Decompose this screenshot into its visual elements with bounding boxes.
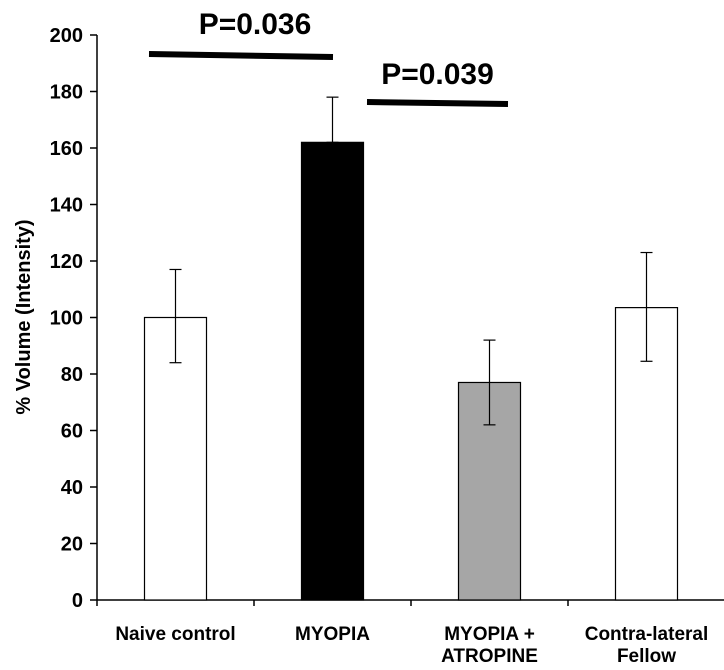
y-tick-label: 60 bbox=[61, 421, 83, 443]
bars bbox=[143, 141, 679, 601]
p-value-label: P=0.039 bbox=[381, 58, 494, 91]
significance-annotations: P=0.036 P=0.039 bbox=[148, 8, 509, 107]
significance-bar bbox=[366, 99, 509, 107]
p-value-label: P=0.036 bbox=[199, 8, 312, 41]
y-tick-label: 160 bbox=[50, 138, 83, 160]
significance-bar bbox=[148, 51, 334, 60]
x-category-label: Contra-lateral bbox=[585, 624, 709, 645]
x-axis: Naive control MYOPIA MYOPIA +ATROPINE Contr… bbox=[96, 599, 724, 667]
y-axis-title: % Volume (Intensity) bbox=[13, 219, 35, 414]
y-tick-label: 120 bbox=[50, 251, 83, 273]
y-tick-label: 100 bbox=[50, 308, 83, 330]
x-category-label: MYOPIA + bbox=[444, 624, 535, 645]
x-category-label: ATROPINE bbox=[441, 646, 538, 667]
y-tick-label: 140 bbox=[50, 195, 83, 217]
x-category-label: MYOPIA bbox=[295, 624, 370, 645]
x-category-label: Fellow bbox=[617, 646, 676, 667]
y-tick-label: 20 bbox=[61, 534, 83, 556]
y-tick-label: 40 bbox=[61, 477, 83, 499]
y-tick-label: 80 bbox=[61, 364, 83, 386]
bar bbox=[300, 141, 365, 601]
y-tick-label: 200 bbox=[50, 25, 83, 47]
error-bars bbox=[169, 96, 653, 426]
y-tick-label: 0 bbox=[72, 590, 83, 612]
x-category-label: Naive control bbox=[115, 624, 235, 645]
bar bbox=[143, 316, 208, 601]
y-axis: 0 20 40 60 80 100 120 140 160 180 200 bbox=[50, 25, 98, 612]
y-tick-label: 180 bbox=[50, 82, 83, 104]
